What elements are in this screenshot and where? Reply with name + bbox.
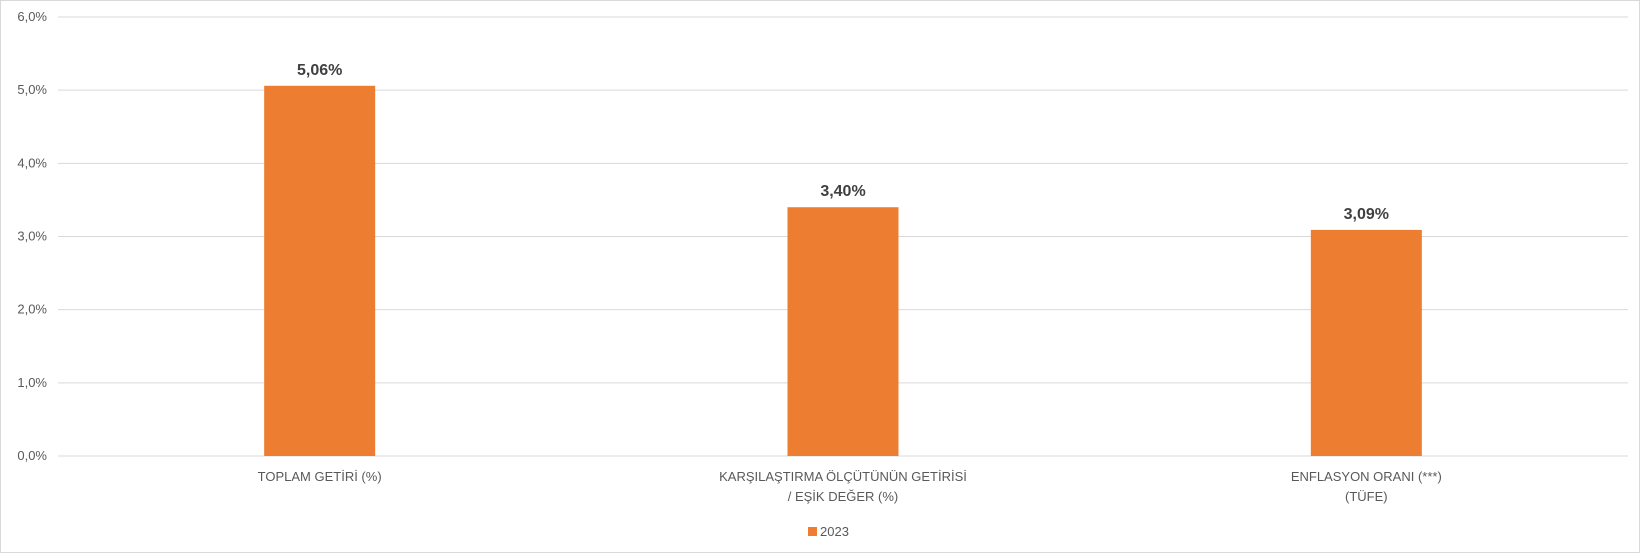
y-tick-label: 2,0% bbox=[17, 302, 47, 317]
legend-swatch bbox=[808, 527, 817, 536]
x-tick-label: TOPLAM GETİRİ (%) bbox=[258, 469, 382, 484]
bar bbox=[1310, 229, 1422, 456]
bar bbox=[787, 207, 899, 456]
y-tick-label: 1,0% bbox=[17, 375, 47, 390]
legend-label: 2023 bbox=[820, 524, 849, 539]
y-tick-label: 4,0% bbox=[17, 155, 47, 170]
data-label: 3,09% bbox=[1344, 206, 1389, 223]
bars bbox=[264, 85, 1422, 456]
y-axis-ticks: 0,0% 1,0% 2,0% 3,0% 4,0% 5,0% 6,0% bbox=[17, 9, 47, 463]
x-tick-label: / EŞİK DEĞER (%) bbox=[788, 489, 899, 504]
x-tick-label: (TÜFE) bbox=[1345, 489, 1388, 504]
legend: 2023 bbox=[808, 524, 849, 539]
data-labels: 5,06% 3,40% 3,09% bbox=[297, 62, 1389, 223]
y-tick-label: 0,0% bbox=[17, 448, 47, 463]
y-tick-label: 5,0% bbox=[17, 82, 47, 97]
data-label: 5,06% bbox=[297, 62, 342, 79]
y-tick-label: 6,0% bbox=[17, 9, 47, 24]
x-tick-label: ENFLASYON ORANI (***) bbox=[1291, 469, 1442, 484]
x-tick-label: KARŞILAŞTIRMA ÖLÇÜTÜNÜN GETİRİSİ bbox=[719, 469, 967, 484]
x-axis-categories: TOPLAM GETİRİ (%) KARŞILAŞTIRMA ÖLÇÜTÜNÜN… bbox=[258, 469, 1442, 504]
bar bbox=[264, 85, 376, 456]
data-label: 3,40% bbox=[820, 183, 865, 200]
y-tick-label: 3,0% bbox=[17, 229, 47, 244]
